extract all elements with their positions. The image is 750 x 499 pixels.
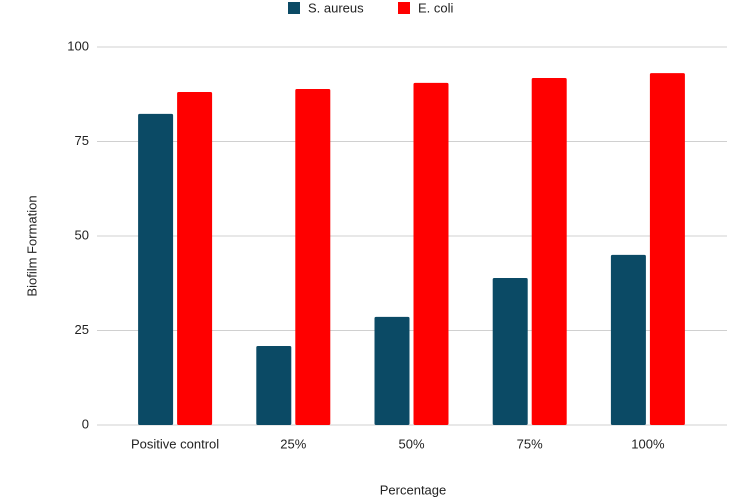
y-tick-label: 75 <box>75 133 89 148</box>
bar <box>374 316 410 425</box>
bar <box>492 277 528 425</box>
bar <box>256 345 292 425</box>
legend-label: S. aureus <box>308 0 364 15</box>
bar <box>177 91 213 426</box>
y-tick-label: 50 <box>75 227 89 242</box>
bar <box>138 113 174 425</box>
bar <box>610 254 646 425</box>
x-tick-label: Positive control <box>131 436 219 451</box>
y-axis-label: Biofilm Formation <box>24 195 39 296</box>
x-tick-label: 25% <box>280 436 306 451</box>
x-tick-label: 75% <box>517 436 543 451</box>
y-tick-label: 0 <box>82 416 89 431</box>
bar <box>531 77 567 425</box>
bar <box>413 82 449 425</box>
y-tick-label: 25 <box>75 322 89 337</box>
x-axis-label: Percentage <box>380 482 447 497</box>
bar <box>649 73 685 425</box>
x-tick-label: 50% <box>398 436 424 451</box>
bar <box>295 88 331 425</box>
y-tick-label: 100 <box>67 38 89 53</box>
legend-swatch <box>398 2 410 14</box>
legend-label: E. coli <box>418 0 454 15</box>
x-tick-label: 100% <box>631 436 665 451</box>
legend-swatch <box>288 2 300 14</box>
